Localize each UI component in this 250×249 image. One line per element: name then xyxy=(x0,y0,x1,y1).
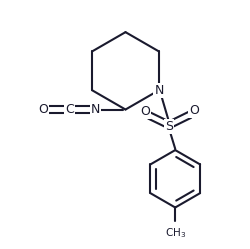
Text: O: O xyxy=(188,104,198,117)
Text: C: C xyxy=(65,103,74,116)
Text: N: N xyxy=(90,103,100,116)
Text: O: O xyxy=(38,103,48,116)
Text: S: S xyxy=(164,120,172,133)
Text: N: N xyxy=(154,84,163,97)
Text: CH$_3$: CH$_3$ xyxy=(164,226,185,240)
Text: O: O xyxy=(140,105,149,118)
